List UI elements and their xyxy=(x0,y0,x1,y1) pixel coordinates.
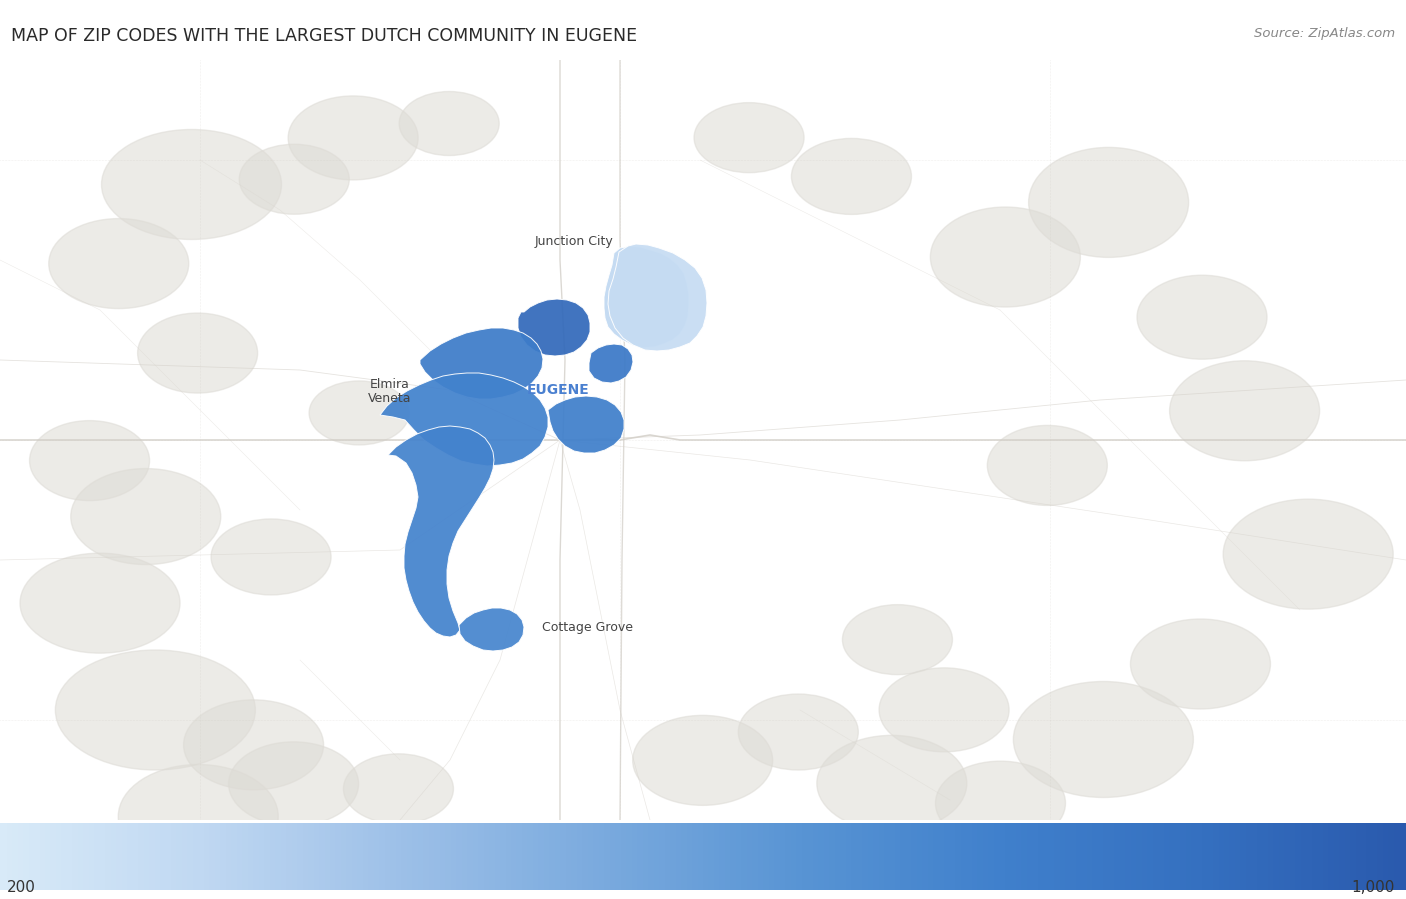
Ellipse shape xyxy=(239,144,349,214)
Ellipse shape xyxy=(138,313,257,393)
Ellipse shape xyxy=(20,553,180,654)
Polygon shape xyxy=(548,396,624,453)
Ellipse shape xyxy=(343,754,454,823)
Ellipse shape xyxy=(229,742,359,826)
Ellipse shape xyxy=(1137,275,1267,360)
Ellipse shape xyxy=(30,421,149,501)
Ellipse shape xyxy=(842,605,952,674)
Ellipse shape xyxy=(184,699,323,790)
Text: Junction City: Junction City xyxy=(534,236,613,248)
Ellipse shape xyxy=(1014,681,1194,797)
Ellipse shape xyxy=(399,92,499,156)
Polygon shape xyxy=(607,244,707,351)
Ellipse shape xyxy=(288,96,418,180)
Text: EUGENE: EUGENE xyxy=(527,383,589,397)
Polygon shape xyxy=(589,344,633,383)
Ellipse shape xyxy=(118,764,278,868)
Polygon shape xyxy=(388,426,494,637)
Ellipse shape xyxy=(792,138,911,215)
Polygon shape xyxy=(380,373,548,466)
Text: Source: ZipAtlas.com: Source: ZipAtlas.com xyxy=(1254,27,1395,40)
Ellipse shape xyxy=(931,207,1080,307)
Ellipse shape xyxy=(738,694,858,770)
Ellipse shape xyxy=(935,761,1066,845)
Text: Elmira: Elmira xyxy=(370,378,411,391)
Polygon shape xyxy=(420,328,543,399)
Ellipse shape xyxy=(1170,360,1320,461)
Ellipse shape xyxy=(817,735,967,832)
Polygon shape xyxy=(458,608,524,651)
Ellipse shape xyxy=(309,381,409,445)
Text: 200: 200 xyxy=(7,879,37,895)
Ellipse shape xyxy=(49,218,188,308)
Text: Cottage Grove: Cottage Grove xyxy=(543,621,634,635)
Ellipse shape xyxy=(1130,619,1271,709)
Ellipse shape xyxy=(695,102,804,173)
Ellipse shape xyxy=(1223,499,1393,610)
Text: Veneta: Veneta xyxy=(368,391,412,405)
Ellipse shape xyxy=(987,425,1108,505)
Ellipse shape xyxy=(211,519,330,595)
Ellipse shape xyxy=(70,468,221,565)
Ellipse shape xyxy=(1029,147,1188,257)
Ellipse shape xyxy=(101,129,281,239)
Text: 1,000: 1,000 xyxy=(1351,879,1395,895)
Ellipse shape xyxy=(55,650,256,770)
Ellipse shape xyxy=(633,716,773,806)
Text: MAP OF ZIP CODES WITH THE LARGEST DUTCH COMMUNITY IN EUGENE: MAP OF ZIP CODES WITH THE LARGEST DUTCH … xyxy=(11,27,637,45)
Polygon shape xyxy=(517,299,591,356)
Ellipse shape xyxy=(879,668,1010,752)
Polygon shape xyxy=(605,246,689,348)
